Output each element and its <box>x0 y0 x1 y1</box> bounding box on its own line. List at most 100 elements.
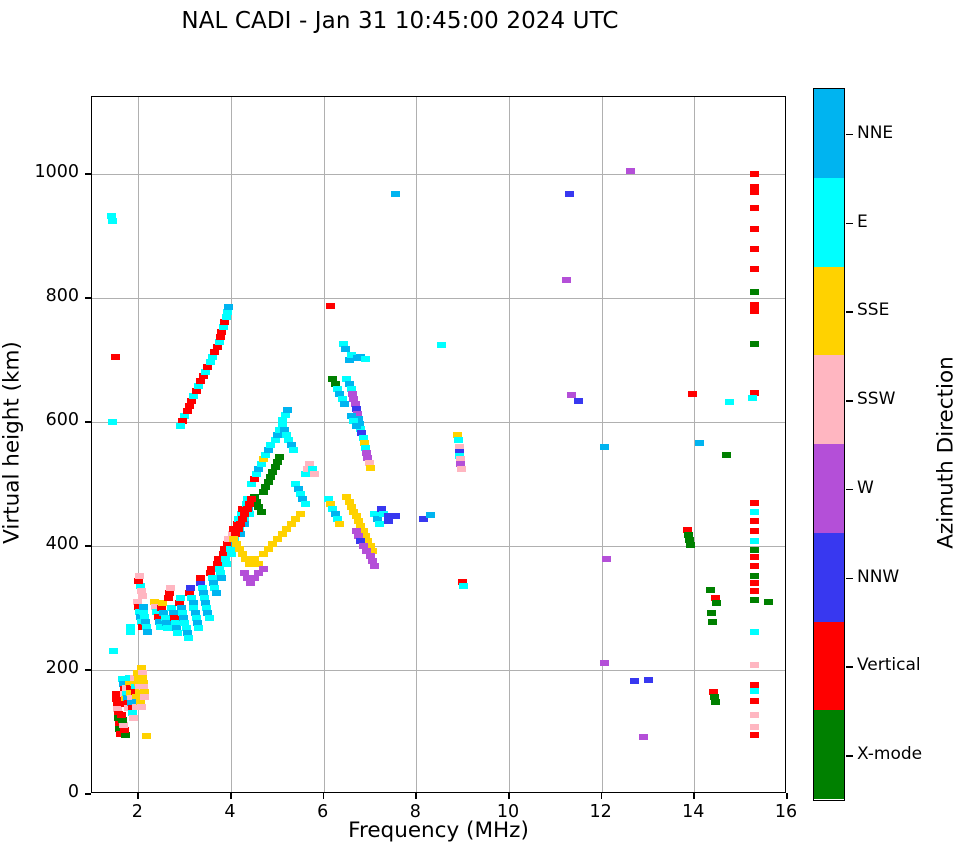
data-mark <box>391 191 400 198</box>
colorbar-segment-sse[interactable] <box>814 266 844 356</box>
data-mark <box>141 733 151 740</box>
data-mark <box>173 629 183 636</box>
x-tick <box>415 793 417 799</box>
data-mark <box>193 620 203 626</box>
data-mark <box>138 592 147 599</box>
data-mark <box>204 615 214 621</box>
data-mark <box>184 590 194 597</box>
data-mark <box>750 580 760 587</box>
data-mark <box>351 405 361 412</box>
y-tick <box>85 173 91 175</box>
colorbar-segment-e[interactable] <box>814 177 844 267</box>
data-mark <box>574 398 583 405</box>
data-mark <box>189 605 199 612</box>
data-mark <box>139 684 149 691</box>
y-tick <box>85 669 91 671</box>
colorbar-segment-vertical[interactable] <box>814 621 844 711</box>
data-mark <box>456 461 466 468</box>
data-mark <box>328 375 338 382</box>
x-tick <box>693 793 695 799</box>
colorbar-segment-x-mode[interactable] <box>814 710 844 800</box>
data-mark <box>160 615 170 621</box>
colorbar-segment-ssw[interactable] <box>814 355 844 445</box>
data-mark <box>124 680 134 687</box>
data-mark <box>384 513 393 520</box>
data-mark <box>240 511 250 517</box>
data-mark <box>341 346 351 353</box>
data-mark <box>687 390 697 397</box>
data-mark <box>291 515 301 522</box>
data-mark <box>119 726 129 733</box>
data-mark <box>212 560 222 567</box>
data-mark <box>136 699 146 706</box>
y-axis-label: Virtual height (km) <box>0 341 25 544</box>
data-mark <box>179 615 189 621</box>
data-mark <box>353 415 363 422</box>
data-mark <box>245 560 254 567</box>
data-mark <box>197 585 207 592</box>
data-mark <box>599 444 609 450</box>
data-mark <box>350 400 360 407</box>
data-mark <box>182 629 192 636</box>
data-mark <box>135 613 145 620</box>
data-mark <box>186 585 196 592</box>
gridline-horizontal <box>92 546 785 548</box>
data-mark <box>360 445 370 452</box>
data-mark <box>361 548 371 555</box>
data-mark <box>163 625 172 631</box>
data-mark <box>118 716 128 723</box>
colorbar-segment-nnw[interactable] <box>814 532 844 622</box>
data-mark <box>374 520 384 527</box>
data-mark <box>293 486 303 493</box>
colorbar-tick <box>846 755 853 757</box>
data-mark <box>209 580 219 587</box>
data-mark <box>246 580 255 587</box>
data-mark <box>333 385 343 392</box>
data-mark <box>344 498 354 505</box>
data-mark <box>133 603 143 610</box>
data-mark <box>710 694 720 701</box>
data-mark <box>750 509 760 516</box>
colorbar-tick <box>846 222 853 225</box>
data-mark <box>289 446 298 453</box>
data-mark <box>218 323 228 330</box>
colorbar[interactable] <box>813 88 845 801</box>
data-mark <box>686 541 696 548</box>
data-mark <box>377 506 387 512</box>
data-mark <box>159 610 169 617</box>
data-mark <box>694 440 704 447</box>
colorbar-segment-w[interactable] <box>814 444 844 533</box>
data-mark <box>268 468 278 475</box>
data-mark <box>201 600 210 607</box>
data-mark <box>203 610 213 617</box>
data-mark <box>166 585 176 592</box>
data-mark <box>240 570 250 577</box>
data-mark <box>750 171 760 178</box>
plot-area[interactable] <box>91 96 786 793</box>
colorbar-tick <box>846 311 853 313</box>
colorbar-segment-nne[interactable] <box>814 89 844 178</box>
y-tick-label: 0 <box>67 782 79 802</box>
data-mark <box>126 628 136 635</box>
data-mark <box>291 481 301 488</box>
data-mark <box>452 431 462 438</box>
x-tick-label: 10 <box>496 802 520 822</box>
data-mark <box>370 563 380 569</box>
data-mark <box>296 491 305 498</box>
data-mark <box>363 538 373 545</box>
data-mark <box>453 436 463 443</box>
data-mark <box>353 518 363 525</box>
data-mark <box>283 406 292 413</box>
data-mark <box>261 451 271 458</box>
data-mark <box>284 436 294 443</box>
data-mark <box>245 511 254 517</box>
data-mark <box>750 628 760 635</box>
data-mark <box>296 511 305 517</box>
data-mark <box>127 699 137 706</box>
data-mark <box>750 265 760 272</box>
x-tick <box>786 793 788 799</box>
data-mark <box>210 585 220 592</box>
data-mark <box>223 309 233 315</box>
data-mark <box>360 533 370 540</box>
data-mark <box>180 620 190 626</box>
